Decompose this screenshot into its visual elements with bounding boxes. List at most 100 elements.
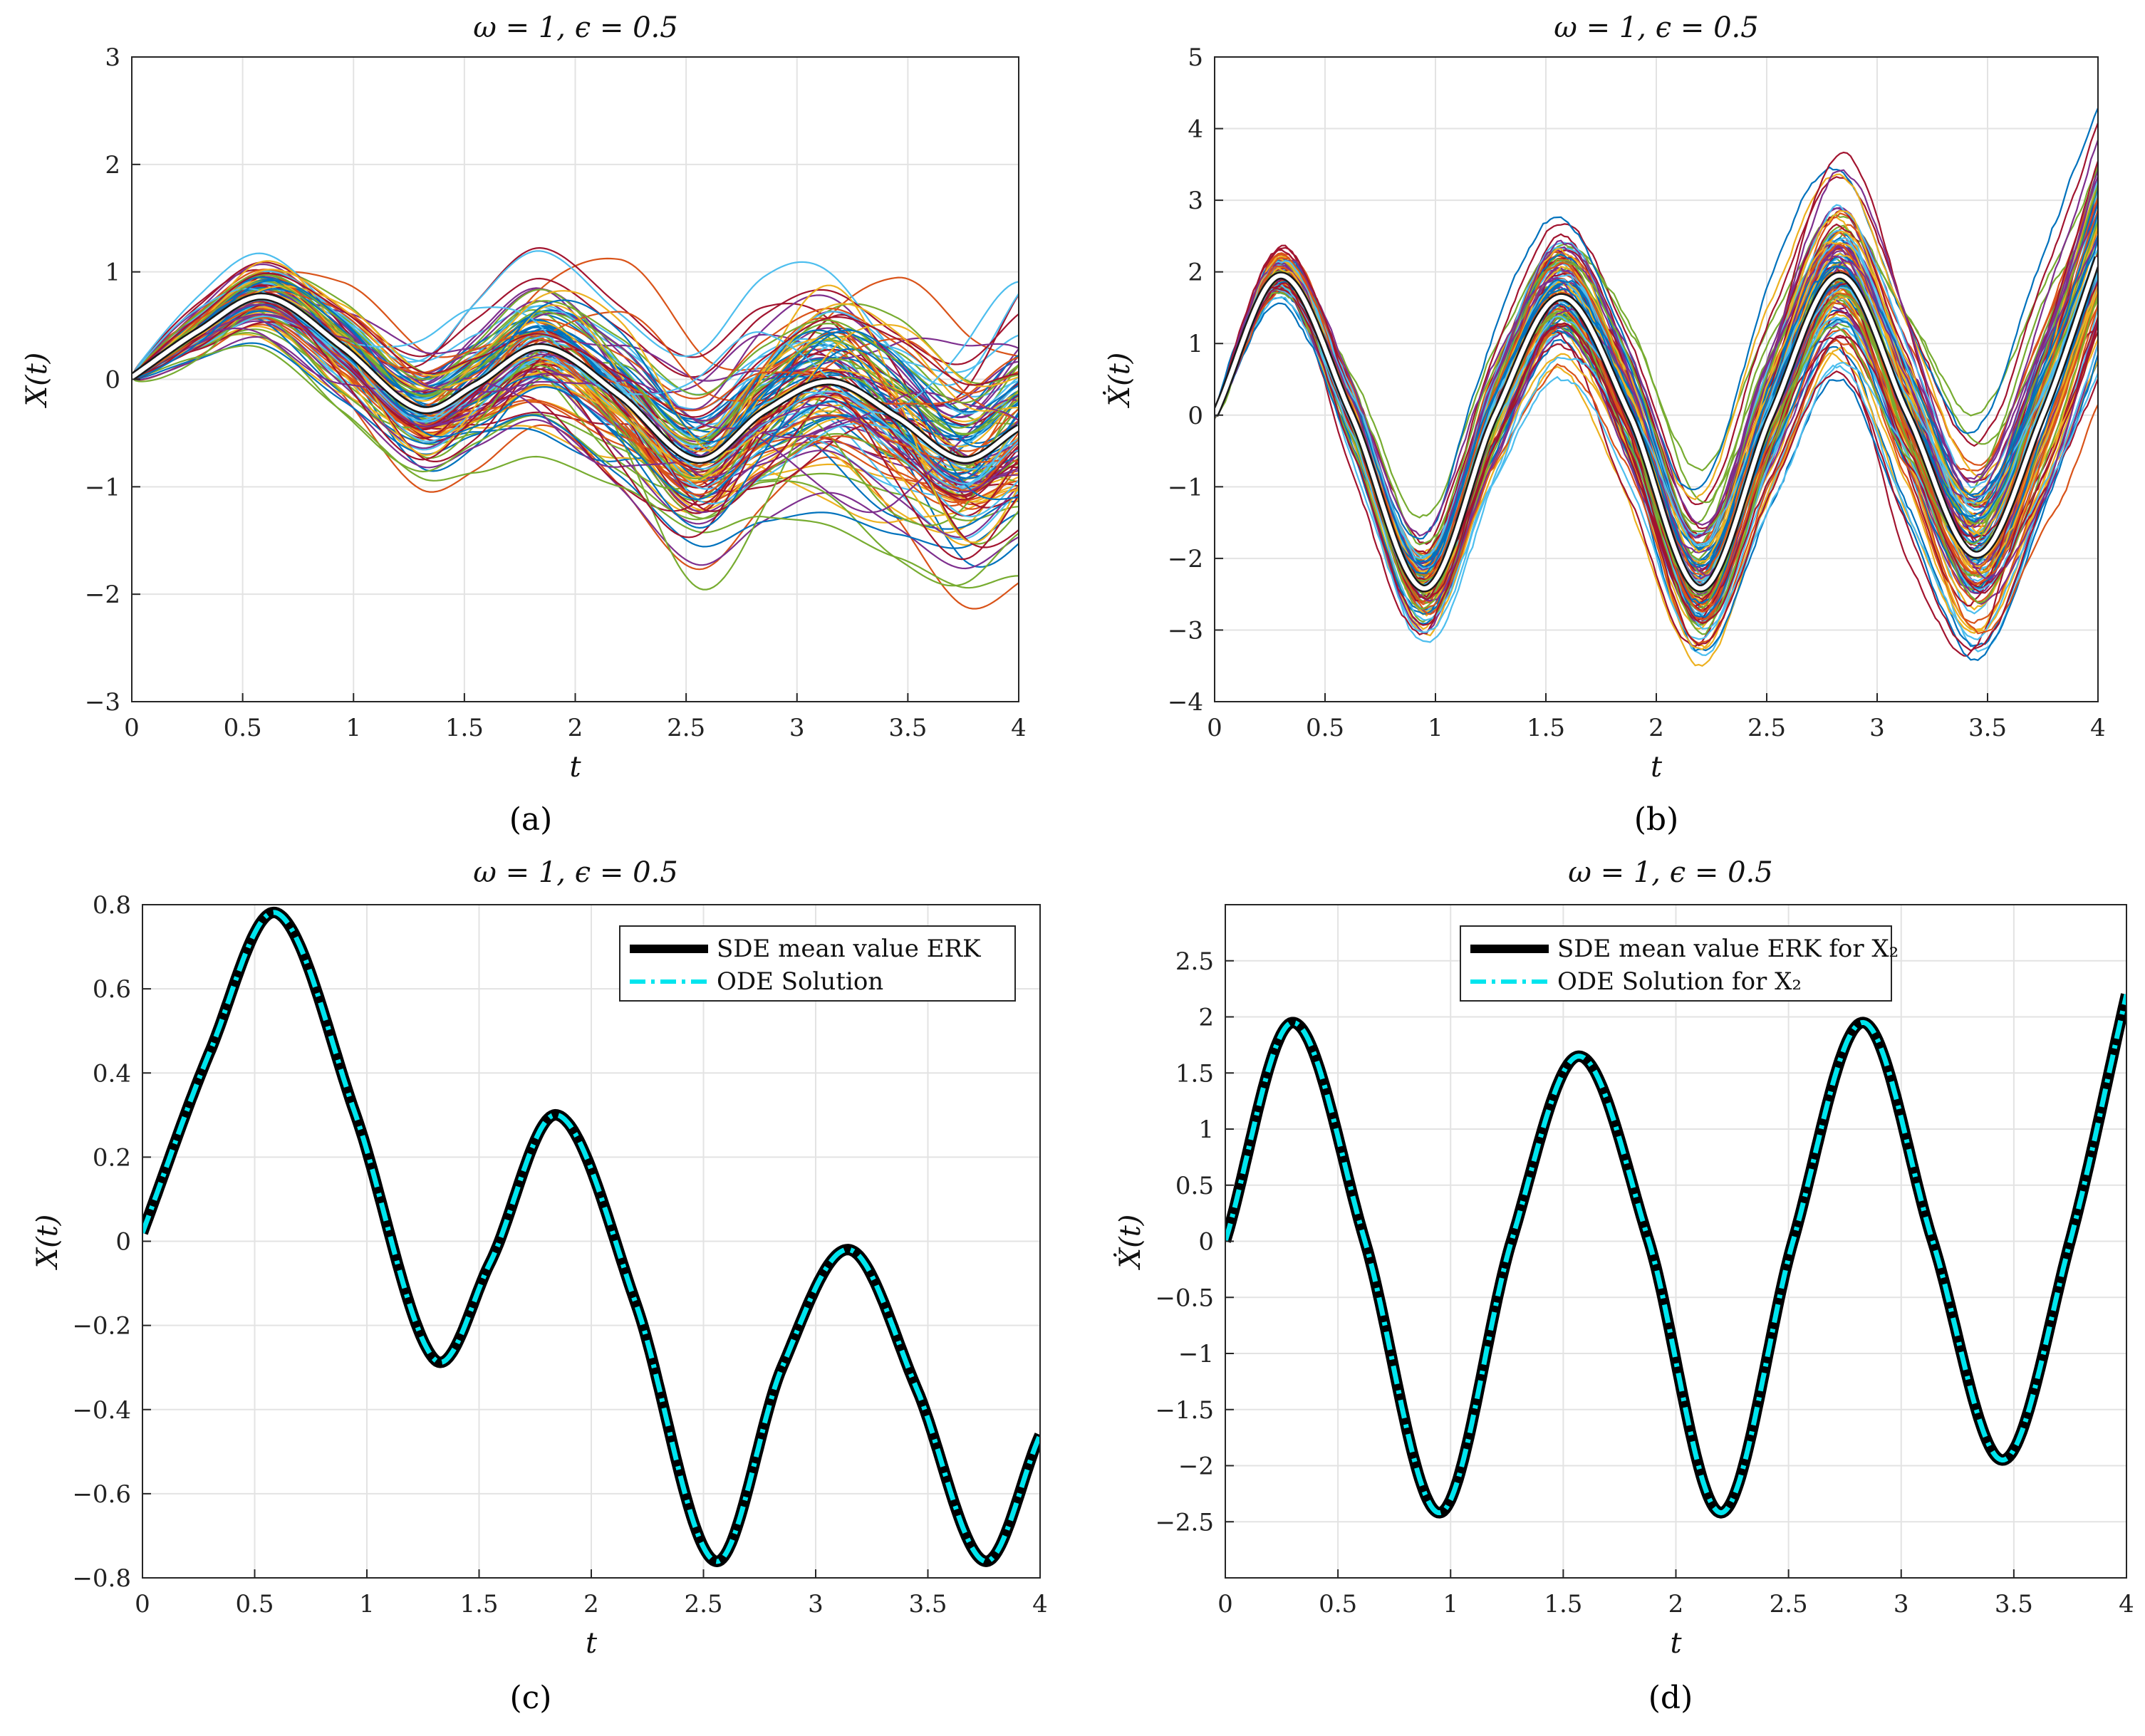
sample-path <box>132 342 1019 549</box>
y-tick-label: −1.5 <box>1155 1396 1214 1425</box>
x-tick-label: 4 <box>2119 1590 2134 1618</box>
x-tick-label: 3 <box>789 714 805 742</box>
mean-curve <box>132 294 1019 462</box>
x-tick-label: 3.5 <box>908 1590 947 1618</box>
sample-path <box>132 272 1019 404</box>
legend-label: ODE Solution for X₂ <box>1557 967 1802 996</box>
panel-label: (c) <box>510 1680 552 1716</box>
sample-path <box>1215 287 2098 652</box>
y-tick-label: −2.5 <box>1155 1508 1214 1537</box>
y-tick-label: 0 <box>1198 1228 1214 1257</box>
y-tick-label: 1 <box>1198 1116 1214 1144</box>
x-tick-label: 2.5 <box>1747 714 1786 742</box>
sample-path <box>132 276 1019 481</box>
sample-path <box>1215 283 2098 658</box>
chart-b: 0 0.5 1 1.5 2 2.5 3 3.5 4 −4 −3 −2 −1 0 1 2 3 4 5 ω = 1, ϵ … <box>1103 11 2106 838</box>
y-tick-label: −0.4 <box>72 1396 131 1425</box>
sample-path <box>132 261 1019 378</box>
y-tick-label: 2 <box>1188 259 1203 287</box>
y-tick-label: −0.6 <box>72 1480 131 1509</box>
sample-path <box>1215 235 2098 563</box>
x-axis-label: t <box>586 1627 598 1660</box>
series-layer <box>132 246 1019 610</box>
chart-c: 0 0.5 1 1.5 2 2.5 3 3.5 4 −0.8 −0.6 −0.4 −0.2 0 0.2 0.4… <box>31 856 1048 1716</box>
x-tick-label: 2 <box>568 714 583 742</box>
sample-path <box>132 308 1019 526</box>
y-tick-label: 0.5 <box>1175 1172 1214 1200</box>
series-layer <box>1225 993 2126 1519</box>
legend-label: SDE mean value ERK <box>717 935 981 963</box>
y-tick-label: −2 <box>1168 545 1203 573</box>
sample-path <box>132 336 1019 570</box>
x-tick-label: 3 <box>808 1590 824 1618</box>
sample-path <box>132 281 1019 427</box>
chart-a: 0 0.5 1 1.5 2 2.5 3 3.5 4 −3 −2 −1 0 1 2 3 ω = 1, ϵ = 0.… <box>21 11 1027 838</box>
y-axis-label: Ẋ(t) <box>1103 353 1136 409</box>
sample-path <box>132 333 1019 524</box>
x-tick-label: 4 <box>1011 714 1027 742</box>
sample-path <box>132 332 1019 587</box>
legend-label: SDE mean value ERK for X₂ <box>1557 935 1899 963</box>
series-layer <box>142 906 1040 1567</box>
panel-label: (a) <box>509 801 553 838</box>
chart-title: ω = 1, ϵ = 0.5 <box>473 11 677 44</box>
x-axis-label: t <box>569 751 581 784</box>
x-tick-label: 1.5 <box>1544 1590 1582 1618</box>
y-tick-label: 0.6 <box>93 975 131 1004</box>
x-tick-label: 1 <box>1443 1590 1458 1618</box>
x-tick-label: 0 <box>135 1590 150 1618</box>
legend: SDE mean value ERK ODE Solution <box>619 925 1016 1002</box>
y-tick-label: −3 <box>85 688 120 717</box>
chart-title: ω = 1, ϵ = 0.5 <box>473 856 677 889</box>
x-tick-label: 3.5 <box>1995 1590 2033 1618</box>
x-tick-label: 1 <box>1428 714 1443 742</box>
y-tick-label: 5 <box>1188 43 1203 72</box>
y-tick-label: 0 <box>115 1228 131 1257</box>
x-tick-label: 1 <box>359 1590 375 1618</box>
panel-label: (d) <box>1648 1680 1693 1716</box>
y-tick-label: 0 <box>1188 402 1203 430</box>
x-tick-label: 0.5 <box>1306 714 1344 742</box>
y-tick-label: 0.2 <box>93 1143 131 1172</box>
x-tick-label: 2.5 <box>1770 1590 1808 1618</box>
chart-title: ω = 1, ϵ = 0.5 <box>1568 856 1772 889</box>
sample-path <box>132 313 1019 481</box>
sample-path <box>132 272 1019 418</box>
x-tick-label: 2.5 <box>684 1590 722 1618</box>
sample-path <box>132 314 1019 501</box>
x-tick-label: 1 <box>346 714 361 742</box>
y-tick-label: 0.4 <box>93 1059 131 1088</box>
x-tick-label: 4 <box>2090 714 2106 742</box>
y-tick-label: 2.5 <box>1175 947 1214 976</box>
sample-path <box>132 269 1019 465</box>
y-tick-label: 3 <box>1188 187 1203 215</box>
sample-path <box>132 328 1019 521</box>
y-tick-label: −2 <box>85 581 120 609</box>
x-tick-label: 2.5 <box>667 714 705 742</box>
series-layer <box>1215 108 2098 667</box>
y-tick-label: −0.5 <box>1155 1284 1214 1312</box>
chart-title: ω = 1, ϵ = 0.5 <box>1554 11 1758 44</box>
sample-path <box>132 327 1019 514</box>
y-tick-label: 0.8 <box>93 891 131 920</box>
y-axis-label: Ẋ(t) <box>1113 1215 1147 1271</box>
x-tick-label: 0.5 <box>235 1590 274 1618</box>
y-tick-label: 1 <box>1188 330 1203 358</box>
mean-curve <box>1215 256 2098 591</box>
x-axis-label: t <box>1651 751 1663 784</box>
y-tick-label: −1 <box>85 473 120 501</box>
sample-path <box>132 288 1019 529</box>
series-sde-mean <box>1225 993 2126 1519</box>
x-tick-label: 3.5 <box>1968 714 2007 742</box>
x-tick-label: 3 <box>1894 1590 1909 1618</box>
legend-box <box>1460 925 1892 1002</box>
legend-label: ODE Solution <box>717 967 883 996</box>
x-tick-label: 3.5 <box>888 714 927 742</box>
series-ode-solution <box>142 910 1040 1564</box>
sample-path <box>132 301 1019 468</box>
sample-path <box>132 315 1019 530</box>
sample-path <box>1215 259 2098 602</box>
y-tick-label: −0.8 <box>72 1564 131 1593</box>
x-tick-label: 0.5 <box>1319 1590 1357 1618</box>
